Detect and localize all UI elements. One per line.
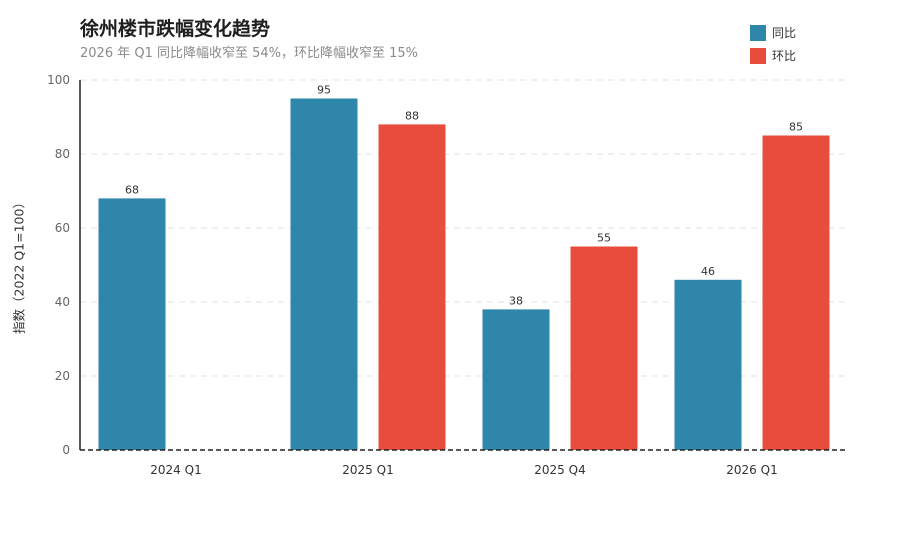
bar-1-4 [674,279,742,450]
bar-1-2 [290,98,358,450]
x-tick-label-4: 2026 Q1 [726,463,777,477]
legend-swatch-series-2 [750,47,766,64]
y-tick-label-1: 20 [55,369,70,383]
x-tick-label-1: 2024 Q1 [150,463,201,477]
y-tick-label-0: 0 [62,443,70,457]
chart-subtitle: 2026 年 Q1 同比降幅收窄至 54%，环比降幅收窄至 15% [80,46,419,61]
legend-label-series-2: 环比 [772,49,797,63]
y-tick-label-4: 80 [55,147,70,161]
bar-2-4 [762,135,830,450]
bar-2-3 [570,246,638,450]
bar-1-1 [98,198,166,450]
x-tick-label-3: 2025 Q4 [534,463,585,477]
legend: 同比 环比 [750,24,796,70]
legend-item-series-1: 同比 [750,24,796,41]
y-tick-label-3: 60 [55,221,70,235]
legend-label-series-1: 同比 [772,26,797,40]
data-label-1-1: 68 [125,183,139,196]
y-tick-label-2: 40 [55,295,70,309]
data-label-1-3: 38 [509,294,523,307]
data-label-2-3: 55 [597,232,611,245]
data-label-2-2: 88 [405,109,419,122]
y-tick-label-5: 100 [47,73,70,87]
data-label-1-2: 95 [317,84,331,97]
chart-title: 徐州楼市跌幅变化趋势 [80,18,271,40]
legend-swatch-series-1 [750,24,766,41]
bar-1-3 [482,309,550,450]
x-tick-label-2: 2025 Q1 [342,463,393,477]
data-label-2-4: 85 [789,121,803,134]
bar-2-2 [378,124,446,451]
data-label-1-4: 46 [701,265,715,278]
legend-item-series-2: 环比 [750,47,796,64]
